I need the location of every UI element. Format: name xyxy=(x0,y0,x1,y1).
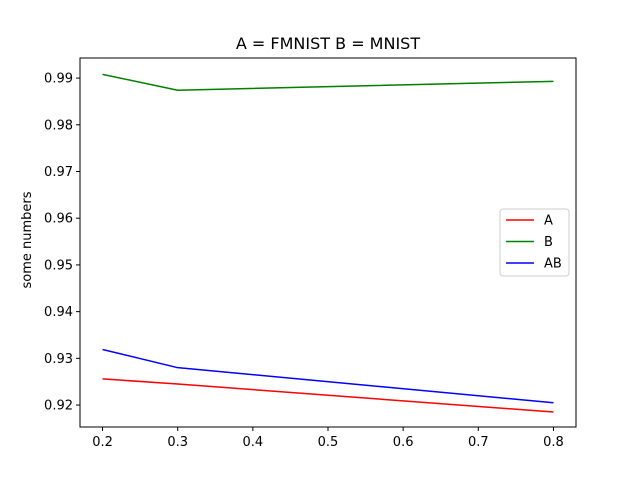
y-tick-label: 0.97 xyxy=(44,165,73,180)
legend-label-b: B xyxy=(544,235,553,250)
series-line-ab xyxy=(102,348,554,404)
y-tick-label: 0.92 xyxy=(44,399,73,414)
y-tick-label: 0.94 xyxy=(44,305,73,320)
x-tick-label: 0.4 xyxy=(243,435,264,450)
y-tick-label: 0.96 xyxy=(44,212,73,227)
y-tick-label: 0.95 xyxy=(44,258,73,273)
y-tick-label: 0.93 xyxy=(44,352,73,367)
x-tick-label: 0.2 xyxy=(92,435,113,450)
y-axis-label: some numbers xyxy=(20,191,35,288)
x-tick-label: 0.5 xyxy=(318,435,339,450)
x-tick-label: 0.8 xyxy=(543,435,564,450)
legend-label-a: A xyxy=(544,214,553,229)
legend-label-ab: AB xyxy=(544,257,562,272)
series-line-b xyxy=(102,73,554,91)
legend xyxy=(499,208,570,277)
x-tick-label: 0.6 xyxy=(393,435,414,450)
y-tick-label: 0.98 xyxy=(44,118,73,133)
y-tick-label: 0.99 xyxy=(44,72,73,87)
chart-title: A = FMNIST B = MNIST xyxy=(236,34,420,53)
x-tick-label: 0.3 xyxy=(167,435,188,450)
x-tick-label: 0.7 xyxy=(468,435,489,450)
series-line-a xyxy=(102,378,554,413)
